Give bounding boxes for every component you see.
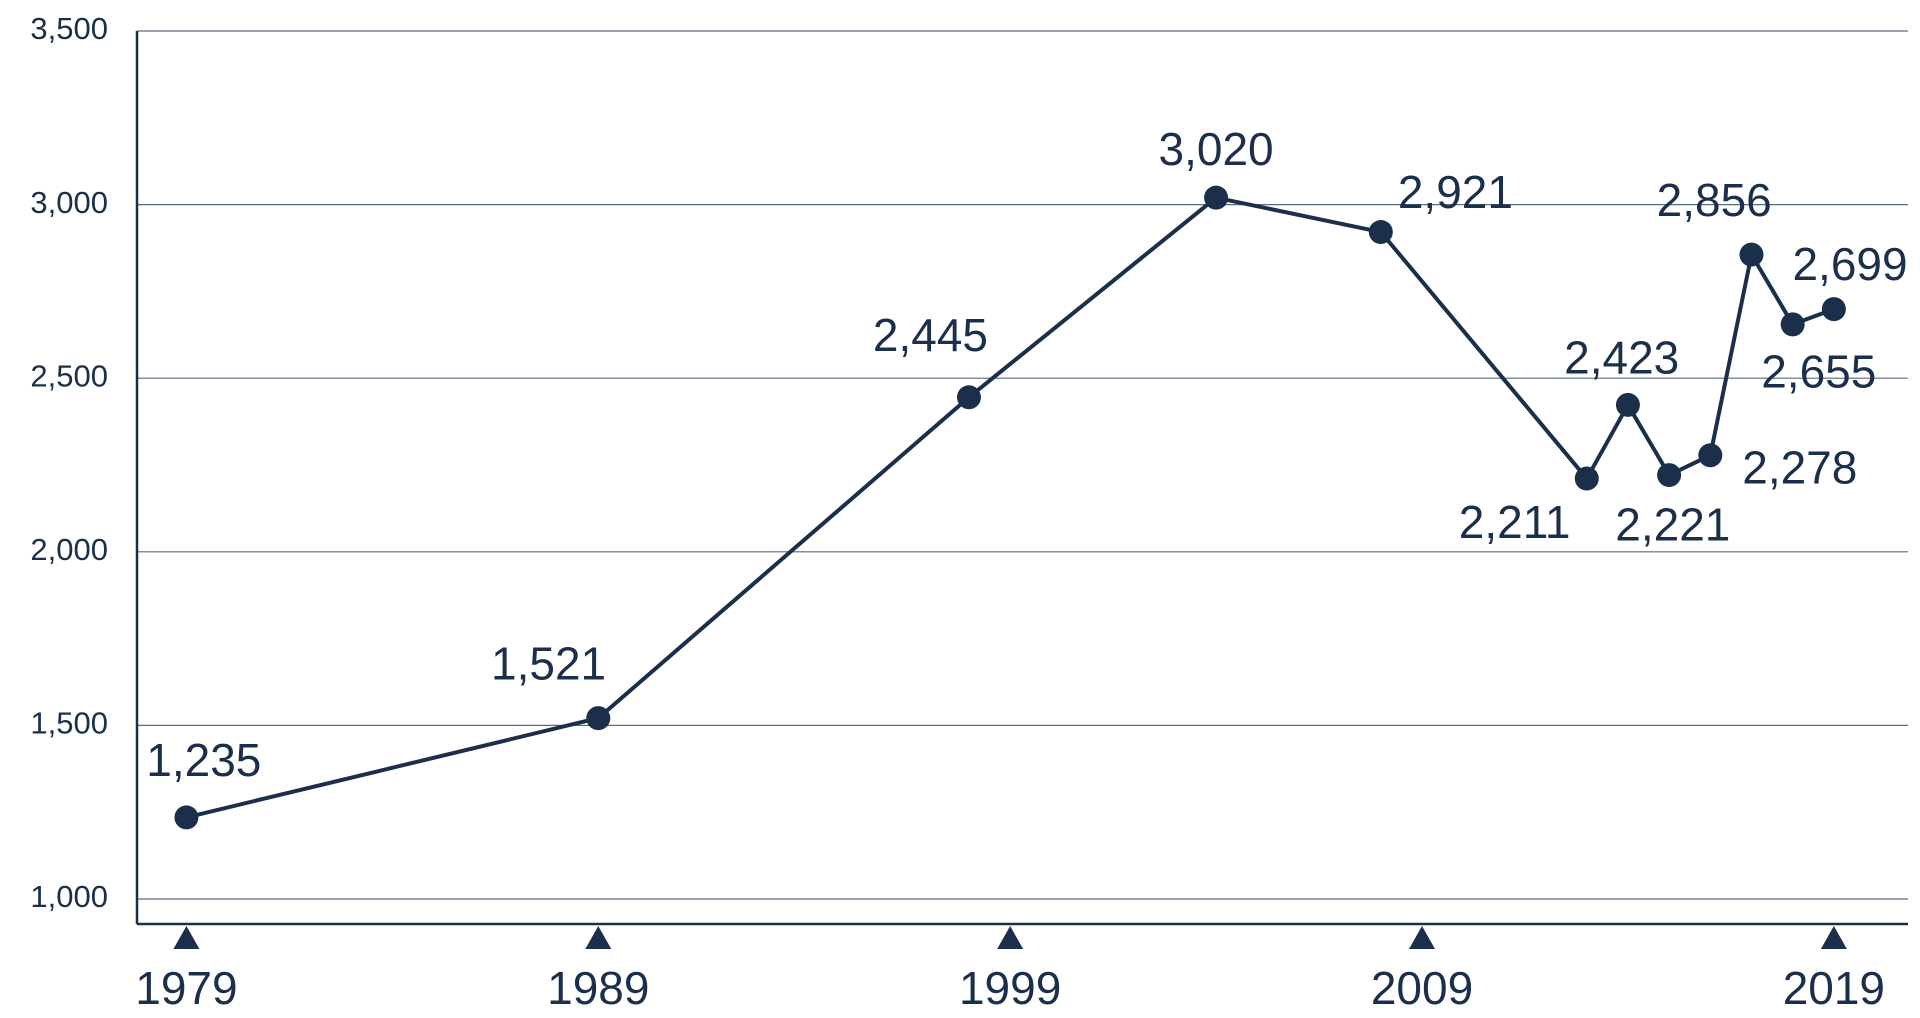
x-tick-label: 1979 — [135, 962, 237, 1014]
data-label: 3,020 — [1159, 123, 1274, 175]
x-tick-label: 2009 — [1371, 962, 1473, 1014]
x-tick-label: 2019 — [1783, 962, 1885, 1014]
x-tick-label: 1999 — [959, 962, 1061, 1014]
data-point — [956, 385, 981, 410]
data-point — [1615, 392, 1640, 417]
x-tick-label: 1989 — [547, 962, 649, 1014]
data-label: 2,921 — [1398, 166, 1513, 218]
data-label: 1,521 — [491, 637, 606, 689]
data-label: 2,221 — [1615, 499, 1730, 551]
data-point — [1204, 185, 1229, 210]
data-label: 2,211 — [1459, 496, 1571, 548]
data-point — [1780, 312, 1805, 337]
y-tick-label: 1,000 — [30, 879, 108, 914]
x-tick-mark — [173, 926, 200, 949]
data-point — [586, 706, 611, 731]
y-tick-label: 2,500 — [30, 358, 108, 393]
y-tick-label: 1,500 — [30, 706, 108, 741]
y-tick-label: 3,500 — [30, 11, 108, 46]
data-label: 2,856 — [1657, 174, 1772, 226]
data-point — [1657, 463, 1682, 488]
y-tick-label: 2,000 — [30, 532, 108, 567]
data-label: 2,699 — [1792, 238, 1907, 290]
y-tick-label: 3,000 — [30, 185, 108, 220]
data-label: 2,445 — [873, 309, 988, 361]
data-label: 2,423 — [1564, 332, 1679, 384]
x-tick-mark — [1409, 926, 1436, 949]
line — [185, 195, 1835, 820]
data-label: 2,655 — [1761, 346, 1876, 398]
data-point — [1739, 242, 1764, 267]
data-point — [174, 805, 199, 830]
data-point — [1698, 443, 1723, 468]
data-label: 1,235 — [146, 734, 261, 786]
data-label: 2,278 — [1742, 442, 1857, 494]
x-tick-mark — [997, 926, 1024, 949]
data-point — [1821, 297, 1846, 322]
data-point — [1574, 466, 1599, 491]
x-tick-mark — [1820, 926, 1847, 949]
x-tick-mark — [585, 926, 612, 949]
data-point — [1368, 220, 1393, 245]
